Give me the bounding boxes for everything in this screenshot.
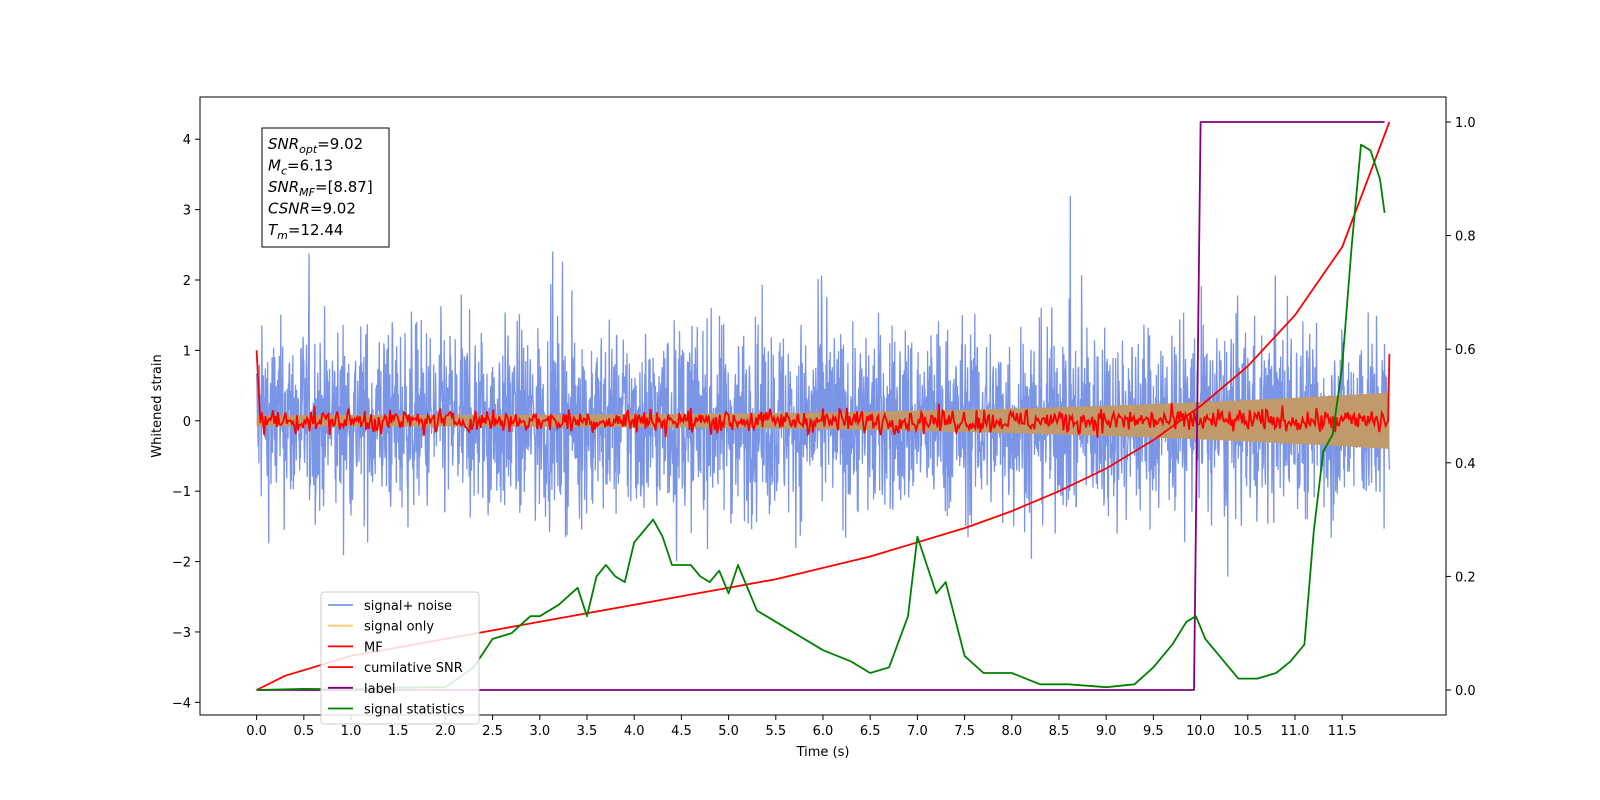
annotation-line-t-m: Tm=12.44 xyxy=(268,221,343,242)
x-tick-label: 4.0 xyxy=(624,724,645,739)
series-mf xyxy=(255,350,1391,438)
y-tick-label: −3 xyxy=(172,626,191,641)
y-tick-label: −2 xyxy=(172,556,191,571)
legend-label-label: label xyxy=(364,682,395,697)
legend-label-mf: MF xyxy=(364,640,383,655)
x-tick-label: 2.5 xyxy=(482,724,503,739)
x-tick-label: 8.5 xyxy=(1049,724,1070,739)
x-tick-label: 1.5 xyxy=(388,724,409,739)
x-tick-label: 3.0 xyxy=(529,724,550,739)
annotation-line-snr-mf: SNRMF=[8.87] xyxy=(268,178,373,199)
legend-label-signal-statistics: signal statistics xyxy=(364,703,465,718)
x-tick-label: 2.0 xyxy=(435,724,456,739)
x-tick-label: 4.5 xyxy=(671,724,692,739)
x-tick-label: 7.0 xyxy=(907,724,928,739)
y-tick-label: 1 xyxy=(183,344,191,359)
y2-tick-label: 0.0 xyxy=(1455,684,1476,699)
x-tick-label: 9.5 xyxy=(1143,724,1164,739)
annotation-line-snr-opt: SNRopt=9.02 xyxy=(268,135,363,156)
y-tick-label: −1 xyxy=(172,485,191,500)
series-signal-statistics xyxy=(256,143,1386,691)
x-tick-label: 8.0 xyxy=(1001,724,1022,739)
y-axis-label: Whitened strain xyxy=(150,354,165,457)
y-tick-label: 0 xyxy=(183,415,191,430)
x-tick-label: 6.0 xyxy=(813,724,834,739)
x-tick-label: 6.5 xyxy=(860,724,881,739)
legend: signal+ noise signal only MF cumilative SNR… xyxy=(320,591,480,725)
x-tick-label: 0.5 xyxy=(293,724,314,739)
x-tick-label: 5.5 xyxy=(765,724,786,739)
x-tick-label: 11.0 xyxy=(1280,724,1309,739)
x-tick-label: 3.5 xyxy=(577,724,598,739)
legend-label-signal-noise: signal+ noise xyxy=(364,599,452,614)
x-tick-label: 9.0 xyxy=(1096,724,1117,739)
y-tick-label: −4 xyxy=(172,696,191,711)
y-tick-label: 3 xyxy=(183,204,191,219)
x-axis-ticks: 0.0 0.5 1.0 1.5 2.0 2.5 3.0 3.5 4.0 4.5 5.0 5.5 6.0 6… xyxy=(246,715,1357,739)
x-tick-label: 0.0 xyxy=(246,724,267,739)
x-tick-label: 10.5 xyxy=(1233,724,1262,739)
y2-tick-label: 0.8 xyxy=(1455,230,1476,245)
y2-tick-label: 1.0 xyxy=(1455,116,1476,131)
y2-tick-label: 0.6 xyxy=(1455,343,1476,358)
annotation-line-csnr: CSNR=9.02 xyxy=(268,200,356,218)
legend-label-signal-only: signal only xyxy=(364,620,434,635)
x-tick-label: 1.0 xyxy=(341,724,362,739)
x-tick-label: 10.0 xyxy=(1186,724,1215,739)
x-tick-label: 7.5 xyxy=(954,724,975,739)
y-tick-label: 2 xyxy=(183,274,191,289)
x-axis-label: Time (s) xyxy=(796,745,850,760)
y-tick-label: 4 xyxy=(183,133,191,148)
y2-tick-label: 0.2 xyxy=(1455,570,1476,585)
y-axis-ticks: −4 −3 −2 −1 0 1 2 3 4 xyxy=(172,133,200,711)
y2-axis-ticks: 0.0 0.2 0.4 0.6 0.8 1.0 xyxy=(1446,116,1476,699)
annotation-line-m-c: Mc=6.13 xyxy=(268,157,333,178)
legend-label-cumilative-snr: cumilative SNR xyxy=(364,661,463,676)
x-tick-label: 5.0 xyxy=(718,724,739,739)
series-signal-plus-noise xyxy=(255,195,1391,577)
series-label xyxy=(256,121,1385,691)
y2-tick-label: 0.4 xyxy=(1455,457,1476,472)
x-tick-label: 11.5 xyxy=(1328,724,1357,739)
